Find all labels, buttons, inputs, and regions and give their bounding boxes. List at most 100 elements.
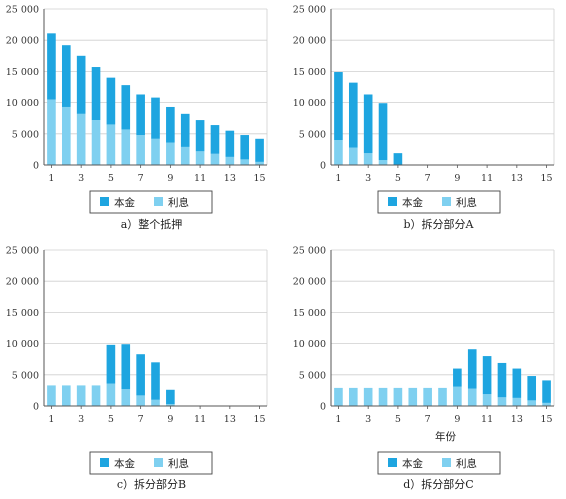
- y-tick-label: 15 000: [6, 67, 39, 78]
- bar-interest: [378, 160, 388, 165]
- x-tick-label: 1: [48, 414, 54, 425]
- x-tick-label: 9: [167, 173, 173, 184]
- panel-caption: b）拆分部分A: [404, 217, 475, 231]
- bar-principal: [240, 135, 250, 160]
- legend-label-principal: 本金: [402, 457, 423, 470]
- bar-principal: [106, 77, 116, 125]
- y-tick-label: 15 000: [293, 308, 326, 319]
- y-tick-label: 10 000: [6, 339, 39, 350]
- bar-interest: [121, 129, 131, 165]
- bar-principal: [255, 138, 264, 162]
- bar-interest: [151, 399, 160, 406]
- legend-box: [377, 451, 501, 475]
- bar-principal: [225, 130, 235, 157]
- bar-interest: [393, 387, 403, 406]
- bar-principal: [61, 45, 71, 107]
- bar-interest: [363, 387, 373, 406]
- bar-principal: [467, 349, 477, 389]
- bar-interest: [348, 387, 358, 406]
- bar-principal: [542, 380, 551, 403]
- legend-label-principal: 本金: [114, 457, 135, 470]
- legend-label-interest: 利息: [168, 196, 189, 209]
- bar-interest: [453, 386, 462, 406]
- y-tick-label: 10 000: [293, 98, 326, 109]
- bar-interest: [240, 159, 250, 165]
- bar-interest: [106, 124, 116, 165]
- x-tick-label: 13: [511, 173, 523, 184]
- bar-principal: [136, 354, 145, 396]
- bar-interest: [255, 161, 264, 165]
- x-tick-label: 11: [194, 414, 206, 425]
- bar-principal: [195, 120, 205, 152]
- panel-caption: d）拆分部分C: [403, 477, 473, 491]
- bar-interest: [47, 99, 56, 165]
- bar-interest: [151, 138, 160, 165]
- x-tick-label: 7: [138, 173, 144, 184]
- y-tick-label: 0: [320, 402, 326, 413]
- y-tick-label: 15 000: [293, 67, 326, 78]
- y-tick-label: 25 000: [6, 5, 39, 16]
- bar-principal: [497, 362, 507, 398]
- legend-swatch-interest: [442, 458, 451, 467]
- bar-interest: [91, 385, 101, 406]
- panel-caption: a）整个抵押: [121, 217, 183, 231]
- x-tick-label: 5: [395, 173, 401, 184]
- bar-interest: [423, 387, 432, 406]
- legend: 本金 利息: [89, 451, 213, 475]
- legend-box: [89, 190, 213, 214]
- bar-principal: [166, 389, 175, 405]
- bar-interest: [408, 387, 418, 406]
- y-tick-label: 0: [320, 161, 326, 172]
- x-tick-label: 11: [481, 173, 493, 184]
- y-tick-label: 20 000: [6, 36, 39, 47]
- x-tick-label: 13: [224, 414, 236, 425]
- y-tick-label: 20 000: [6, 277, 39, 288]
- bar-interest: [438, 387, 447, 406]
- bar-principal: [334, 72, 343, 141]
- bar-principal: [363, 94, 373, 154]
- bar-principal: [136, 94, 145, 136]
- bar-principal: [166, 106, 175, 143]
- bar-principal: [106, 344, 116, 384]
- bar-interest: [136, 135, 145, 165]
- bar-interest: [334, 140, 343, 165]
- x-tick-label: 15: [254, 173, 266, 184]
- y-tick-label: 25 000: [293, 246, 326, 257]
- bar-interest: [467, 388, 477, 406]
- x-tick-label: 7: [425, 414, 431, 425]
- bar-principal: [180, 113, 190, 147]
- legend-swatch-interest: [154, 458, 163, 467]
- bar-interest: [61, 106, 71, 165]
- bar-interest: [225, 156, 235, 165]
- y-tick-label: 25 000: [6, 246, 39, 257]
- bar-principal: [378, 103, 388, 161]
- x-tick-label: 13: [511, 414, 523, 425]
- legend-box: [89, 451, 213, 475]
- bar-interest: [497, 397, 507, 406]
- legend-label-interest: 利息: [456, 196, 477, 209]
- x-tick-label: 9: [454, 414, 460, 425]
- bar-principal: [482, 356, 492, 395]
- x-tick-label: 15: [541, 414, 553, 425]
- x-tick-label: 11: [481, 414, 493, 425]
- bar-interest: [166, 404, 175, 406]
- bar-interest: [47, 385, 56, 406]
- y-tick-label: 10 000: [6, 98, 39, 109]
- bar-interest: [180, 146, 190, 165]
- bar-interest: [210, 153, 220, 165]
- legend-swatch-principal: [100, 458, 109, 467]
- x-tick-label: 7: [138, 414, 144, 425]
- x-tick-label: 7: [425, 173, 431, 184]
- bar-interest: [334, 387, 343, 406]
- bar-principal: [393, 153, 403, 165]
- bar-interest: [121, 389, 131, 406]
- bar-interest: [91, 120, 101, 165]
- bar-principal: [512, 368, 522, 398]
- legend-swatch-principal: [388, 458, 397, 467]
- x-tick-label: 9: [167, 414, 173, 425]
